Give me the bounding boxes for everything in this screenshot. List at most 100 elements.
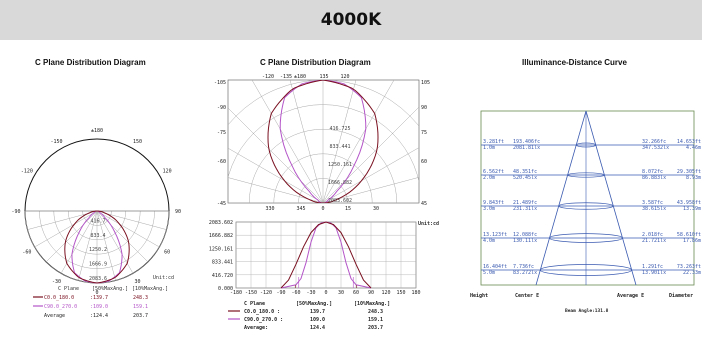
polar-legend-v10: 159.1 bbox=[133, 304, 148, 310]
line-legend-name: C0.0_180.0 : bbox=[244, 309, 280, 315]
illuminance-ellipse bbox=[539, 264, 633, 276]
line-y-tick-label: 2083.602 bbox=[209, 220, 233, 226]
illuminance-height-ft: 16.404ft bbox=[483, 264, 507, 270]
polar-angle-label: 60 bbox=[164, 250, 170, 256]
illuminance-ellipse bbox=[549, 233, 623, 243]
line-y-tick-label: 0.000 bbox=[218, 286, 233, 292]
illuminance-dia-ft: 73.263ft bbox=[677, 264, 701, 270]
mercator-radial-label: 1666.882 bbox=[328, 180, 352, 186]
illuminance-dia-m: 22.33m bbox=[683, 270, 701, 276]
illuminance-avg-fc: 32.266fc bbox=[642, 139, 666, 145]
line-series-c0 bbox=[280, 221, 372, 289]
polar-legend-v10: 248.3 bbox=[133, 295, 148, 301]
line-x-tick-label: 30 bbox=[338, 290, 344, 296]
line-legend-v50: 109.0 bbox=[310, 317, 325, 323]
mercator-right-label: 60 bbox=[421, 159, 427, 165]
illuminance-ellipse bbox=[575, 142, 597, 148]
polar-legend-v10: 203.7 bbox=[133, 313, 148, 319]
illuminance-dia-m: 8.93m bbox=[686, 175, 701, 181]
polar-legend-header: [10%MaxAng.] bbox=[132, 286, 168, 292]
line-x-tick-label: 60 bbox=[353, 290, 359, 296]
mercator-grid-group bbox=[228, 80, 419, 203]
illuminance-beam-angle: Beam Angle:131.8 bbox=[565, 308, 609, 314]
illuminance-avg-lx: 13.901lx bbox=[642, 270, 666, 276]
line-x-tick-label: -90 bbox=[276, 290, 285, 296]
line-x-tick-label: -60 bbox=[291, 290, 300, 296]
mercator-top-label: -120 bbox=[262, 74, 274, 80]
illuminance-dia-ft: 43.958ft bbox=[677, 200, 701, 206]
polar-spoke bbox=[34, 210, 98, 248]
polar-legend-name: Average bbox=[44, 313, 65, 319]
line-x-tick-label: -120 bbox=[260, 290, 272, 296]
mercator-spoke bbox=[228, 177, 324, 203]
illuminance-center-fc: 48.351fc bbox=[513, 169, 537, 175]
polar-spoke bbox=[78, 210, 98, 281]
mercator-radial-label: 833.441 bbox=[329, 144, 350, 150]
illuminance-ellipse bbox=[567, 172, 605, 178]
line-legend-v10: 203.7 bbox=[368, 325, 383, 331]
illuminance-frame bbox=[480, 110, 695, 286]
polar-radial-label: 2083.6 bbox=[89, 276, 107, 282]
polar-angle-label: -60 bbox=[22, 250, 31, 256]
illuminance-height-ft: 3.281ft bbox=[483, 139, 504, 145]
illuminance-dia-ft: 29.305ft bbox=[677, 169, 701, 175]
mercator-right-label: 105 bbox=[421, 80, 430, 86]
mercator-right-label: 45 bbox=[421, 201, 427, 207]
illuminance-height-m: 2.0m bbox=[483, 175, 495, 181]
mercator-radial-label: 2083.602 bbox=[328, 198, 352, 204]
polar-legend-v50: :109.0 bbox=[90, 304, 108, 310]
mercator-left-label: -60 bbox=[217, 159, 226, 165]
polar-radial-label: 1250.2 bbox=[89, 247, 107, 253]
mercator-series-c90 bbox=[279, 80, 367, 203]
illuminance-avg-lx: 38.615lx bbox=[642, 206, 666, 212]
line-y-tick-label: 416.720 bbox=[212, 273, 233, 279]
illuminance-center-lx: 520.45lx bbox=[513, 175, 537, 181]
illuminance-footer-average: Average E bbox=[617, 293, 644, 299]
line-legend-header: C Plane bbox=[244, 301, 265, 307]
line-x-tick-label: -30 bbox=[306, 290, 315, 296]
mercator-bottom-label: 345 bbox=[296, 206, 305, 212]
illuminance-avg-fc: 1.291fc bbox=[642, 264, 663, 270]
line-x-tick-label: 180 bbox=[411, 290, 420, 296]
illuminance-height-m: 1.0m bbox=[483, 145, 495, 151]
mercator-left-label: -105 bbox=[214, 80, 226, 86]
mercator-bottom-label: 30 bbox=[373, 206, 379, 212]
polar-radial-label: 416.7 bbox=[90, 218, 105, 224]
illuminance-avg-lx: 347.532lx bbox=[642, 145, 669, 151]
line-legend-v50: 124.4 bbox=[310, 325, 325, 331]
mercator-chart-title: C Plane Distribution Diagram bbox=[260, 58, 371, 67]
illuminance-cone-left bbox=[535, 110, 587, 286]
illuminance-avg-lx: 86.883lx bbox=[642, 175, 666, 181]
page-title: 4000K bbox=[320, 10, 382, 30]
illuminance-dia-ft: 14.653ft bbox=[677, 139, 701, 145]
mercator-bottom-label: 330 bbox=[265, 206, 274, 212]
polar-series-c0 bbox=[64, 210, 130, 284]
illuminance-height-ft: 6.562ft bbox=[483, 169, 504, 175]
title-banner: 4000K bbox=[0, 0, 702, 40]
mercator-right-label: 75 bbox=[421, 130, 427, 136]
illuminance-avg-fc: 8.072fc bbox=[642, 169, 663, 175]
mercator-right-label: 90 bbox=[421, 105, 427, 111]
polar-angle-label: -150 bbox=[50, 139, 62, 145]
illuminance-center-lx: 83.272lx bbox=[513, 270, 537, 276]
mercator-radial-label: 1250.161 bbox=[328, 162, 352, 168]
mercator-radial-label: 416.725 bbox=[329, 126, 350, 132]
mercator-frame bbox=[227, 79, 420, 204]
polar-angle-label: -120 bbox=[21, 169, 33, 175]
illuminance-avg-fc: 3.587fc bbox=[642, 200, 663, 206]
polar-angle-label: 120 bbox=[163, 169, 172, 175]
line-y-tick-label: 1666.882 bbox=[209, 233, 233, 239]
line-legend-header: [50%MaxAng.] bbox=[296, 301, 332, 307]
polar-spoke bbox=[96, 210, 160, 248]
illuminance-center-fc: 21.489fc bbox=[513, 200, 537, 206]
line-legend-v10: 248.3 bbox=[368, 309, 383, 315]
mercator-top-label: ±180 bbox=[294, 74, 306, 80]
polar-legend-name: C90.0_270.0 bbox=[44, 304, 77, 310]
illuminance-center-lx: 2081.81lx bbox=[513, 145, 540, 151]
mercator-spoke bbox=[228, 147, 324, 203]
polar-angle-label: -30 bbox=[52, 279, 61, 285]
polar-legend-name: C0.0_180.0 bbox=[44, 295, 74, 301]
polar-angle-label: 0 bbox=[95, 290, 98, 296]
illuminance-footer-diameter: Diameter bbox=[669, 293, 693, 299]
